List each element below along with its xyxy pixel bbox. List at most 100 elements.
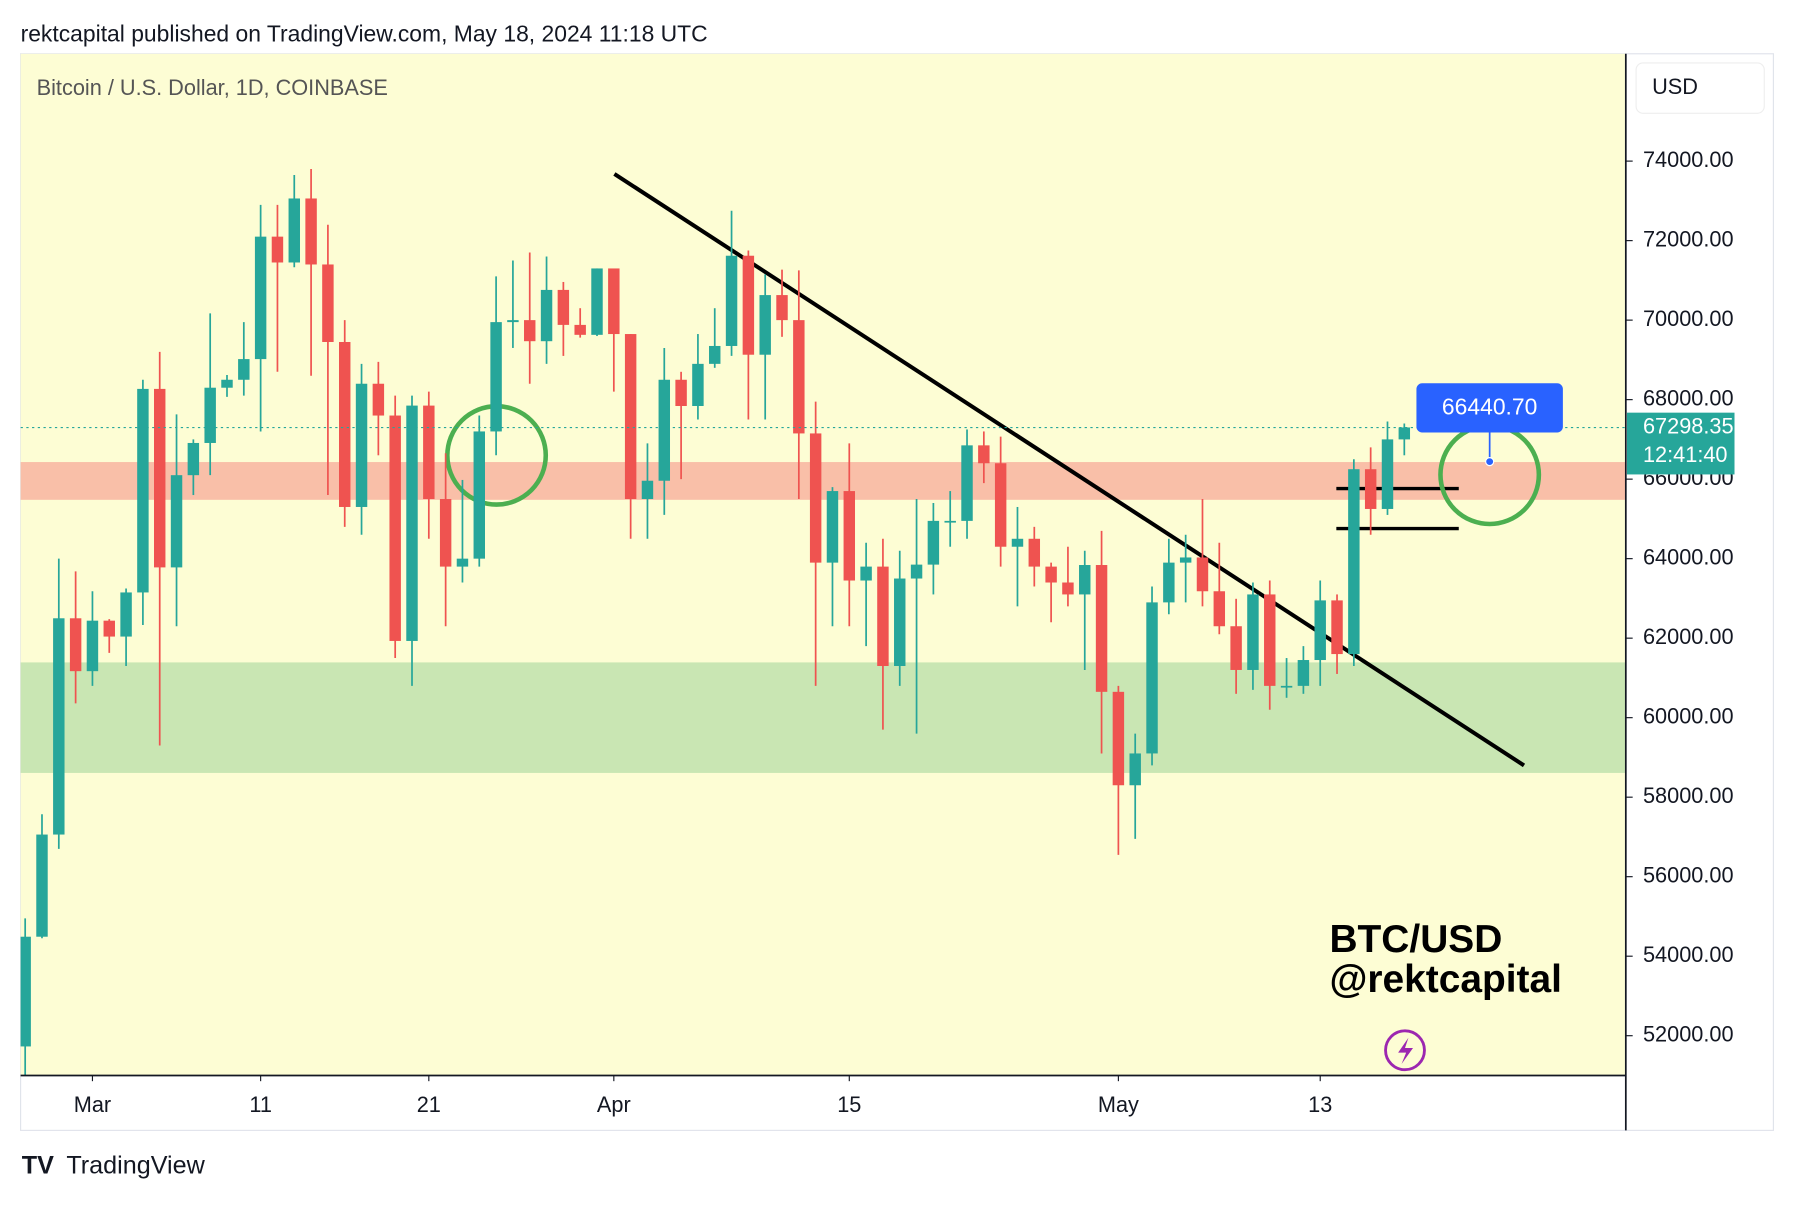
candle-body [53,618,65,835]
countdown: 12:41:40 [1643,442,1728,467]
candle-body [978,445,990,464]
last-price: 67298.35 [1643,413,1734,438]
candle-body [1348,469,1360,655]
candle-body [725,255,738,346]
zone [20,662,1626,773]
candle-body [1079,565,1091,595]
y-tick-label: 72000.00 [1643,226,1734,251]
x-tick-label: 13 [1308,1092,1332,1117]
candle-body [288,198,300,263]
candle-body [524,320,536,342]
candle-body [187,442,200,476]
candle-body [1163,562,1175,603]
candle-body [1146,602,1158,754]
candle-body [473,431,485,559]
icon [1398,1037,1414,1065]
candle-body [36,834,48,937]
last-price-box [1626,412,1735,475]
candle-body [221,379,233,388]
candle-body [254,236,267,360]
candle-body [1297,660,1310,686]
x-tick-label: 21 [417,1092,441,1117]
annotation: @rektcapital [1329,958,1561,1001]
candle-body [540,289,553,342]
candle-body [69,618,82,672]
x-tick-label: Apr [597,1092,631,1117]
y-tick-label: 70000.00 [1643,306,1734,331]
header: rektcapital published on TradingView.com… [21,21,708,47]
candle-body [86,620,99,672]
candle-body [423,405,435,500]
candle-body [1011,538,1024,547]
candle-body [1247,594,1259,670]
candle-body [204,387,216,443]
candle-body [120,592,132,637]
candle-body [389,415,401,641]
candle-body [692,363,704,406]
currency: USD [1652,74,1698,99]
candle-body [894,578,906,666]
candle-body [154,388,166,568]
candle-body [1179,557,1192,563]
candle-body [759,295,771,355]
candle-body [507,320,519,323]
candle-body [944,520,956,523]
candle-body [456,558,469,567]
candle-body [355,383,368,507]
candle-body [793,320,805,434]
candle-body [826,491,839,563]
candle-body [439,499,452,567]
candle-body [1364,469,1377,509]
candle-body [658,379,671,481]
candle-body [339,341,351,507]
candle-body [961,445,973,521]
annotation: BTC/USD [1329,918,1502,961]
candle-body [591,268,603,335]
y-tick-label: 54000.00 [1643,942,1734,967]
candle-body [1381,439,1394,509]
y-tick-label: 58000.00 [1643,783,1734,808]
y-tick-label: 68000.00 [1643,385,1734,410]
symbol: Bitcoin / U.S. Dollar, 1D, COINBASE [37,75,388,100]
pane-content [20,169,1626,1076]
candle-body [103,620,115,637]
candle-body [1129,753,1141,786]
candle-body [322,264,334,342]
marker-label-box [1416,383,1563,433]
candle-body [574,324,586,335]
candle-body [1280,685,1293,688]
candle-body [406,405,418,641]
candle-body [860,566,872,581]
candle-body [675,379,687,406]
candle-body [877,566,889,666]
candle-body [20,936,31,1047]
candle-body [624,334,637,500]
candle-body [776,295,788,321]
currency-button[interactable] [1635,62,1765,114]
candle-body [927,520,940,565]
candle-body [1062,582,1074,595]
candle-body [137,388,149,593]
y-tick-label: 62000.00 [1643,624,1734,649]
candle-body [1314,600,1326,661]
y-tick-label: 64000.00 [1643,544,1734,569]
candle-body [271,236,284,263]
candle-body [641,480,654,500]
icon[interactable] [1384,1029,1426,1072]
marker-label: 66440.70 [1442,393,1537,419]
y-tick-label: 74000.00 [1643,147,1734,172]
candle-body [1213,591,1226,627]
x-tick-label: May [1098,1092,1139,1117]
candle-body [742,255,755,355]
candle-body [608,268,620,335]
x-tick-label: 15 [837,1092,861,1117]
candle-body [994,463,1007,547]
y-tick-label: 56000.00 [1643,862,1734,887]
candle-body [170,475,183,568]
y-tick-label: 52000.00 [1643,1021,1734,1046]
candle-body [490,322,502,432]
candle-body [843,491,856,581]
y-tick-label: 60000.00 [1643,703,1734,728]
candle-body [305,198,317,265]
